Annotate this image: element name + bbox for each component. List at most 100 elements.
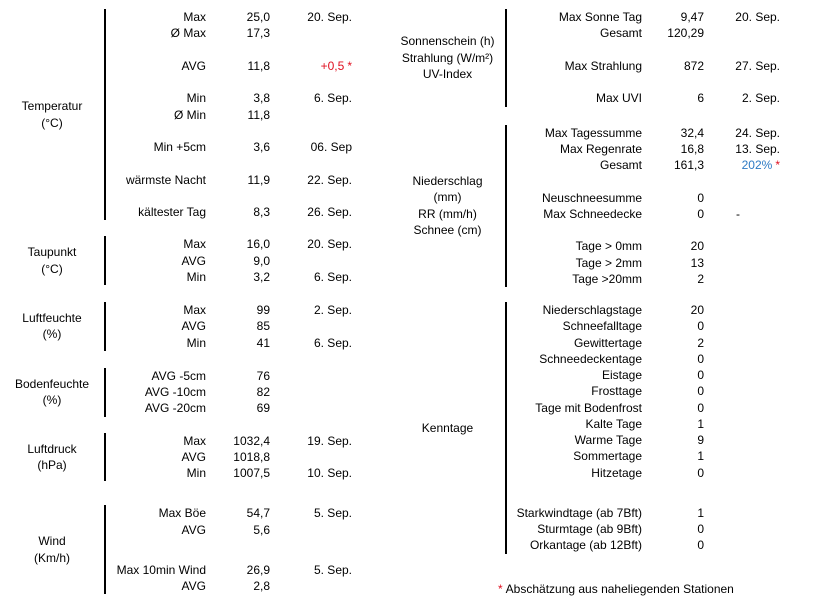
row-value: 6: [697, 91, 704, 106]
table-row: Niederschlagstage 20: [507, 302, 800, 318]
table-row: AVG -10cm 82: [106, 384, 360, 400]
row-label: AVG: [181, 522, 206, 537]
row-value: 16,8: [680, 141, 704, 156]
table-row: kältester Tag 8,3 26. Sep.: [106, 204, 360, 220]
row-date: 6. Sep.: [313, 335, 352, 350]
row-label: Max Strahlung: [564, 58, 642, 73]
table-row: Max 16,0 20. Sep.: [106, 236, 360, 252]
row-label: Min: [186, 91, 206, 106]
category-line: UV-Index: [422, 66, 473, 81]
row-label: Min: [186, 269, 206, 284]
row-value: 1: [697, 449, 704, 464]
table-row: AVG 11,8 +0,5 *: [106, 58, 360, 74]
row-label: Min: [186, 466, 206, 481]
row-label: AVG: [181, 319, 206, 334]
row-label: Max 10min Wind: [116, 562, 206, 577]
row-label: Hitzetage: [591, 465, 642, 480]
row-label: Gesamt: [599, 26, 642, 41]
row-label: Max: [183, 10, 206, 25]
table-row: Min +5cm 3,6 06. Sep: [106, 139, 360, 155]
section-niederschlag: Niederschlag (mm) RR (mm/h) Schnee (cm) Max …: [390, 124, 800, 287]
category-line: (Km/h): [34, 550, 70, 565]
category-label: Bodenfeuchte (%): [0, 367, 106, 417]
row-value: 2: [697, 335, 704, 350]
row-label: Starkwindtage (ab 7Bft): [516, 505, 642, 520]
spacer-row: [507, 74, 800, 90]
category-label: Temperatur (°C): [0, 9, 106, 221]
row-label: Tage > 2mm: [575, 255, 642, 270]
row-value: 2: [697, 271, 704, 286]
row-value: 26,9: [246, 562, 270, 577]
row-label: Max Regenrate: [559, 141, 642, 156]
spacer-row: [106, 74, 360, 90]
table-row: Max 10min Wind 26,9 5. Sep.: [106, 562, 360, 578]
row-label: AVG: [181, 579, 206, 594]
row-label: Gesamt: [599, 158, 642, 173]
table-row: Frosttage 0: [507, 383, 800, 399]
row-value: 2,8: [253, 579, 270, 594]
row-label: Max: [183, 237, 206, 252]
table-row: AVG 2,8: [106, 578, 360, 594]
category-line: Temperatur: [21, 99, 83, 114]
row-date: 24. Sep.: [735, 125, 780, 140]
stats-column-right: Sonnenschein (h) Strahlung (W/m²) UV-Index…: [390, 0, 800, 596]
table-row: Orkantage (ab 12Bft) 0: [507, 537, 800, 553]
table-row: Schneedeckentage 0: [507, 351, 800, 367]
section-kenntage: Kenntage Niederschlagstage 20 Schneefalltag…: [390, 302, 800, 554]
table-row: Max 25,0 20. Sep.: [106, 9, 360, 25]
row-value: 69: [256, 401, 270, 416]
category-line: Luftfeuchte: [22, 311, 82, 326]
table-row: Tage > 2mm 13: [507, 255, 800, 271]
stats-column-left: Temperatur (°C) Max 25,0 20. Sep. Ø Max 17,3 AV…: [0, 0, 360, 595]
row-label: Min +5cm: [153, 140, 206, 155]
row-label: Tage mit Bodenfrost: [535, 400, 642, 415]
row-label: Sommertage: [573, 449, 642, 464]
row-label: Warme Tage: [574, 433, 642, 448]
row-date: 19. Sep.: [307, 433, 352, 448]
row-date: +0,5 *: [270, 59, 352, 73]
table-row: AVG 9,0: [106, 253, 360, 269]
spacer-row: [507, 173, 800, 189]
table-row: AVG -20cm 69: [106, 400, 360, 416]
row-label: AVG: [181, 449, 206, 464]
row-value: 41: [256, 335, 270, 350]
table-row: Ø Max 17,3: [106, 25, 360, 41]
row-label: kältester Tag: [138, 205, 206, 220]
row-date: 2. Sep.: [741, 91, 780, 106]
spacer-row: [106, 42, 360, 58]
table-row: Neuschneesumme 0: [507, 190, 800, 206]
table-row: Min 3,8 6. Sep.: [106, 90, 360, 106]
row-date: 06. Sep: [310, 140, 352, 155]
table-row: wärmste Nacht 11,9 22. Sep.: [106, 172, 360, 188]
row-date: 5. Sep.: [313, 562, 352, 577]
row-value: 1032,4: [233, 433, 270, 448]
row-value: 1: [697, 416, 704, 431]
footnote-text: Abschätzung aus naheliegenden Stationen: [505, 581, 734, 596]
spacer-row: [106, 188, 360, 204]
row-label: wärmste Nacht: [125, 172, 206, 187]
section-rows: Max 99 2. Sep. AVG 85 Min 41 6. Sep.: [106, 302, 360, 351]
row-value: 0: [697, 384, 704, 399]
row-label: Max Tagessumme: [544, 125, 642, 140]
row-value: 0: [697, 190, 704, 205]
category-label: Luftfeuchte (%): [0, 302, 106, 351]
spacer-row: [106, 155, 360, 171]
row-value: 16,0: [246, 237, 270, 252]
section-rows: Max Böe 54,7 5. Sep. AVG 5,6 Max 10min Wind 26…: [106, 505, 360, 594]
spacer-row: [507, 222, 800, 238]
row-value: 872: [683, 58, 704, 73]
table-row: Max Böe 54,7 5. Sep.: [106, 505, 360, 521]
category-label: Wind (Km/h): [0, 505, 106, 595]
row-date: 2. Sep.: [313, 303, 352, 318]
table-row: Tage > 0mm 20: [507, 238, 800, 254]
section-rows: Max 16,0 20. Sep. AVG 9,0 Min 3,2 6. Sep.: [106, 236, 360, 285]
row-value: 17,3: [246, 26, 270, 41]
row-date: 5. Sep.: [313, 506, 352, 521]
category-line: Kenntage: [421, 420, 474, 435]
table-row: Kalte Tage 1: [507, 416, 800, 432]
row-date: 6. Sep.: [313, 91, 352, 106]
row-value: 11,9: [247, 172, 270, 187]
category-line: Sonnenschein (h): [400, 34, 495, 49]
section-wind: Wind (Km/h) Max Böe 54,7 5. Sep. AVG 5,6 Max 10…: [0, 505, 360, 595]
row-label: Schneedeckentage: [539, 351, 642, 366]
